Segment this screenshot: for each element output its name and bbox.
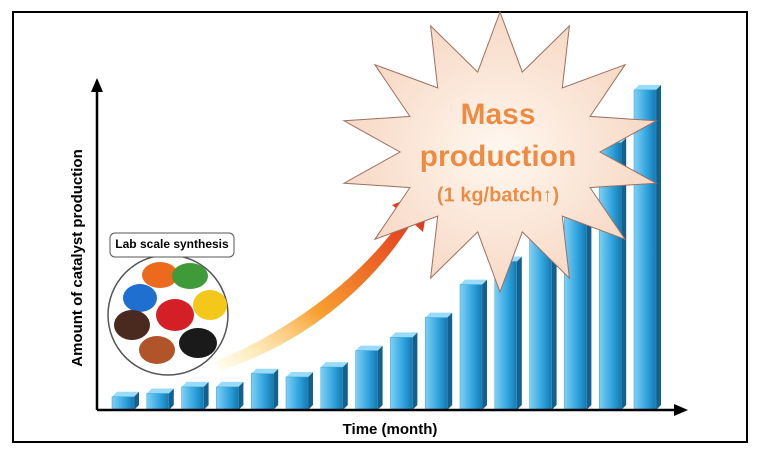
bar-cap	[460, 279, 487, 285]
bar-side	[551, 223, 557, 410]
bar-cap	[251, 368, 279, 374]
bar-side	[516, 256, 522, 410]
bar	[633, 89, 657, 411]
bar	[285, 376, 309, 411]
starburst	[342, 10, 658, 294]
bar-side	[621, 137, 627, 410]
bar-side	[377, 345, 383, 410]
bar-cap	[216, 381, 244, 387]
bar-side	[482, 279, 487, 410]
bar-side	[342, 362, 348, 410]
bar-side	[168, 388, 174, 410]
bar-cap	[181, 381, 209, 387]
bar-side	[447, 312, 453, 410]
frame	[12, 11, 748, 443]
bar	[459, 284, 483, 411]
bar-cap	[112, 391, 139, 397]
bar-cap	[286, 372, 313, 377]
x-axis-label: Time (month)	[343, 421, 438, 438]
bar-side	[308, 372, 313, 410]
bar-cap	[146, 388, 174, 394]
bar-side	[203, 381, 209, 410]
bar	[320, 366, 344, 411]
bar	[250, 373, 274, 411]
bar-cap	[634, 84, 661, 90]
star-text: Mass	[460, 98, 535, 131]
bar	[146, 393, 170, 411]
star-text: production	[420, 140, 577, 173]
bar-side	[412, 332, 418, 410]
bar-side	[134, 391, 139, 410]
bar	[181, 386, 204, 411]
bar-side	[656, 84, 661, 411]
y-axis-label: Amount of catalyst production	[69, 149, 86, 367]
star-text: (1 kg/batch↑)	[437, 184, 559, 206]
inset-label-box	[109, 232, 235, 258]
bar	[111, 396, 135, 411]
bar	[355, 350, 378, 411]
bar-side	[273, 368, 279, 410]
bar-cap	[425, 312, 453, 318]
pigments	[114, 262, 227, 364]
inset-label: Lab scale synthesis	[115, 237, 229, 251]
bar	[424, 317, 448, 411]
bar	[390, 337, 413, 411]
bar-cap	[390, 332, 418, 338]
bar	[564, 195, 587, 411]
y-axis-arrow	[91, 78, 103, 92]
bar	[216, 386, 239, 411]
bar-side	[586, 190, 592, 410]
bar-cap	[355, 345, 383, 351]
bar-cap	[320, 362, 348, 368]
x-axis-arrow	[674, 404, 688, 416]
bar-side	[238, 381, 244, 410]
